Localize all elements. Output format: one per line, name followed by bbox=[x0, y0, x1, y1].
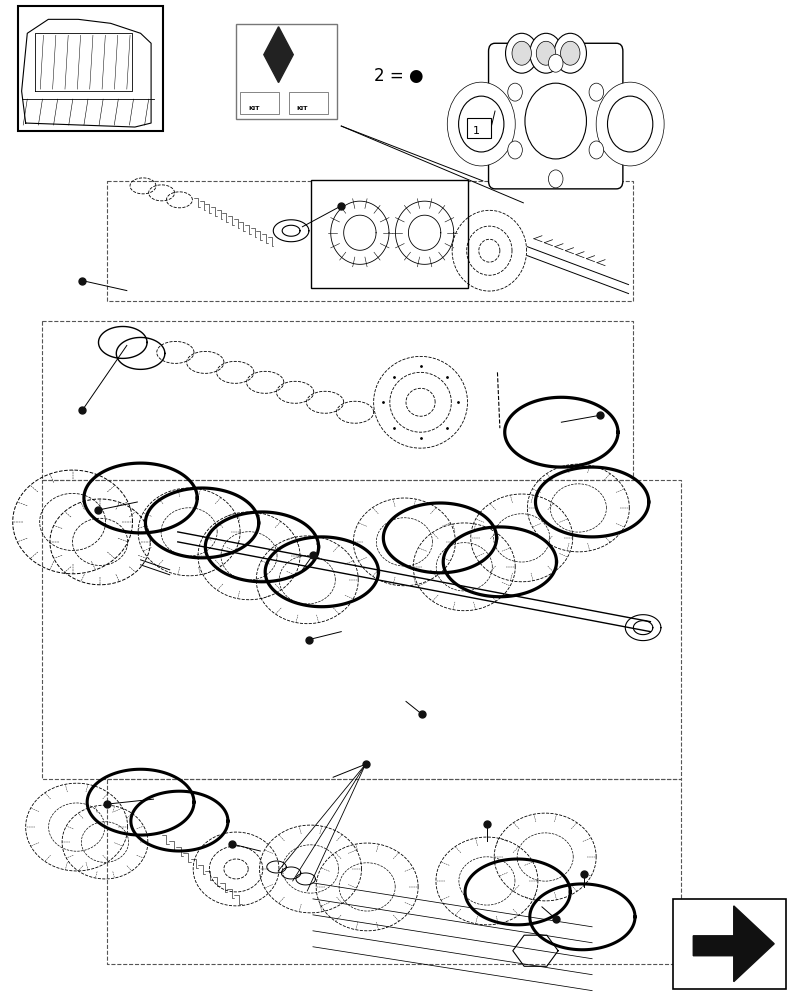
Text: KIT: KIT bbox=[248, 106, 260, 111]
Circle shape bbox=[507, 83, 521, 101]
Circle shape bbox=[607, 96, 652, 152]
Polygon shape bbox=[264, 27, 293, 83]
Bar bbox=[236, 24, 337, 119]
Circle shape bbox=[447, 82, 515, 166]
Circle shape bbox=[458, 96, 504, 152]
Bar bbox=[288, 92, 327, 114]
Circle shape bbox=[524, 83, 586, 159]
Circle shape bbox=[535, 41, 555, 65]
Circle shape bbox=[588, 141, 603, 159]
Circle shape bbox=[512, 41, 530, 65]
Bar bbox=[672, 899, 785, 989]
Circle shape bbox=[553, 33, 586, 73]
Text: KIT: KIT bbox=[296, 106, 307, 111]
Circle shape bbox=[505, 33, 537, 73]
Circle shape bbox=[595, 82, 663, 166]
Circle shape bbox=[507, 141, 521, 159]
Circle shape bbox=[560, 41, 579, 65]
Bar bbox=[310, 180, 468, 288]
Circle shape bbox=[529, 33, 561, 73]
Circle shape bbox=[588, 83, 603, 101]
Circle shape bbox=[547, 54, 562, 72]
Bar bbox=[466, 118, 491, 138]
Text: 1: 1 bbox=[473, 126, 479, 136]
Bar bbox=[240, 92, 279, 114]
Circle shape bbox=[547, 170, 562, 188]
Bar bbox=[18, 6, 163, 131]
Text: 2 = ●: 2 = ● bbox=[373, 67, 423, 85]
FancyBboxPatch shape bbox=[488, 43, 622, 189]
Polygon shape bbox=[693, 906, 773, 982]
